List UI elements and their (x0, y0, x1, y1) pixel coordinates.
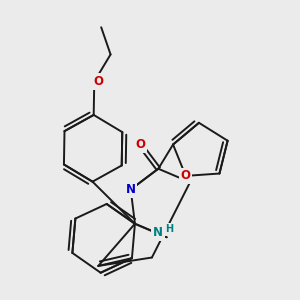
Text: N: N (126, 183, 136, 196)
Text: O: O (181, 169, 191, 182)
Text: O: O (93, 75, 103, 88)
Text: N: N (153, 226, 163, 239)
Text: H: H (166, 224, 174, 234)
Text: O: O (135, 138, 145, 151)
